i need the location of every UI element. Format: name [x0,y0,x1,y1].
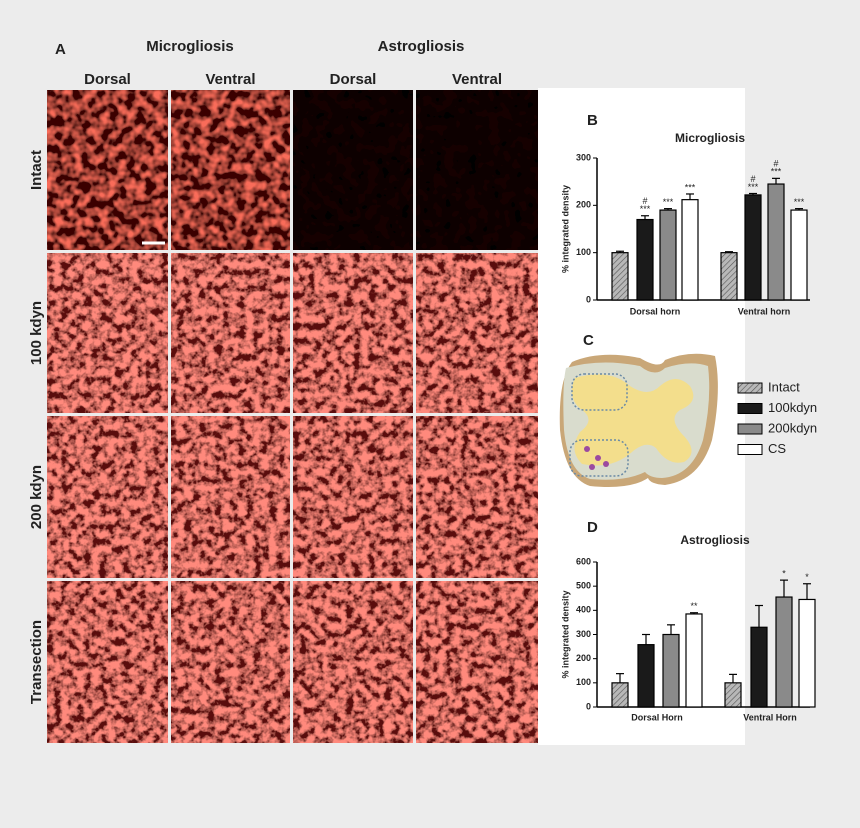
panel-label: D [587,519,598,536]
bar [685,613,703,708]
micrograph [47,90,168,250]
bar [775,596,793,708]
significance-label: * [782,569,786,579]
group-header: Astrogliosis [378,38,465,55]
bar [750,626,768,708]
significance-label: *** [794,197,805,207]
micrograph [47,416,168,578]
micrograph [47,253,168,413]
y-tick-label: 200 [576,653,591,663]
micrograph [47,581,168,743]
column-header: Dorsal [330,71,377,88]
legend-swatch [737,423,763,435]
micrograph [171,90,290,250]
column-header: Ventral [205,71,255,88]
bar [744,194,762,301]
micrograph [416,253,538,413]
panel-label: A [55,41,66,58]
micrograph [171,416,290,578]
y-tick-label: 200 [576,200,591,210]
bar [637,644,655,708]
legend-label: 200kdyn [768,420,817,435]
y-tick-label: 500 [576,581,591,591]
panel-label: C [583,332,594,349]
row-header: Transection [28,620,45,704]
legend-swatch [737,403,763,414]
legend-swatch [737,382,763,394]
chart-title: Microgliosis [675,131,745,145]
y-tick-label: 100 [576,247,591,257]
column-header: Dorsal [84,71,131,88]
significance-label: *** [771,167,782,177]
spinal-cord-diagram [559,353,718,487]
chart-title: Astrogliosis [680,533,750,547]
significance-label: # [642,196,647,206]
significance-label: *** [663,197,674,207]
significance-label: * [805,572,809,582]
micrograph [293,90,413,250]
row-header: 200 kdyn [28,465,45,529]
y-tick-label: 600 [576,556,591,566]
column-header: Ventral [452,71,502,88]
y-axis-label: % integrated density [560,185,570,273]
legend-label: Intact [768,379,800,394]
significance-label: # [750,174,755,184]
bar [662,633,680,708]
bar [611,252,629,301]
legend-label: 100kdyn [768,400,817,415]
micrograph [416,90,538,250]
x-tick-label: Dorsal horn [630,306,681,316]
bar [798,598,816,708]
group-header: Microgliosis [146,38,234,55]
significance-label: # [773,159,778,169]
bar [720,252,738,301]
micrograph [416,416,538,578]
significance-label: ** [690,601,698,611]
micrograph [293,581,413,743]
significance-label: *** [748,182,759,192]
y-tick-label: 300 [576,152,591,162]
y-tick-label: 300 [576,629,591,639]
y-tick-label: 0 [586,294,591,304]
micrograph [171,253,290,413]
bar [681,199,699,301]
y-tick-label: 400 [576,605,591,615]
row-header: 100 kdyn [28,301,45,365]
y-axis-label: % integrated density [560,590,570,678]
panel-label: B [587,112,598,129]
y-tick-label: 100 [576,677,591,687]
significance-label: *** [640,204,651,214]
bar [636,218,654,301]
micrograph [416,581,538,743]
legend-label: CS [768,441,786,456]
bar [611,682,629,708]
micrograph [293,253,413,413]
micrograph [293,416,413,578]
x-tick-label: Dorsal Horn [631,712,683,722]
bar [790,209,808,301]
x-tick-label: Ventral Horn [743,712,797,722]
row-header: Intact [28,150,45,190]
x-tick-label: Ventral horn [738,306,791,316]
significance-label: *** [685,182,696,192]
y-tick-label: 0 [586,701,591,711]
bar [724,682,742,708]
bar [659,209,677,301]
bar [767,183,785,301]
legend-swatch [737,444,763,455]
micrograph [171,581,290,743]
